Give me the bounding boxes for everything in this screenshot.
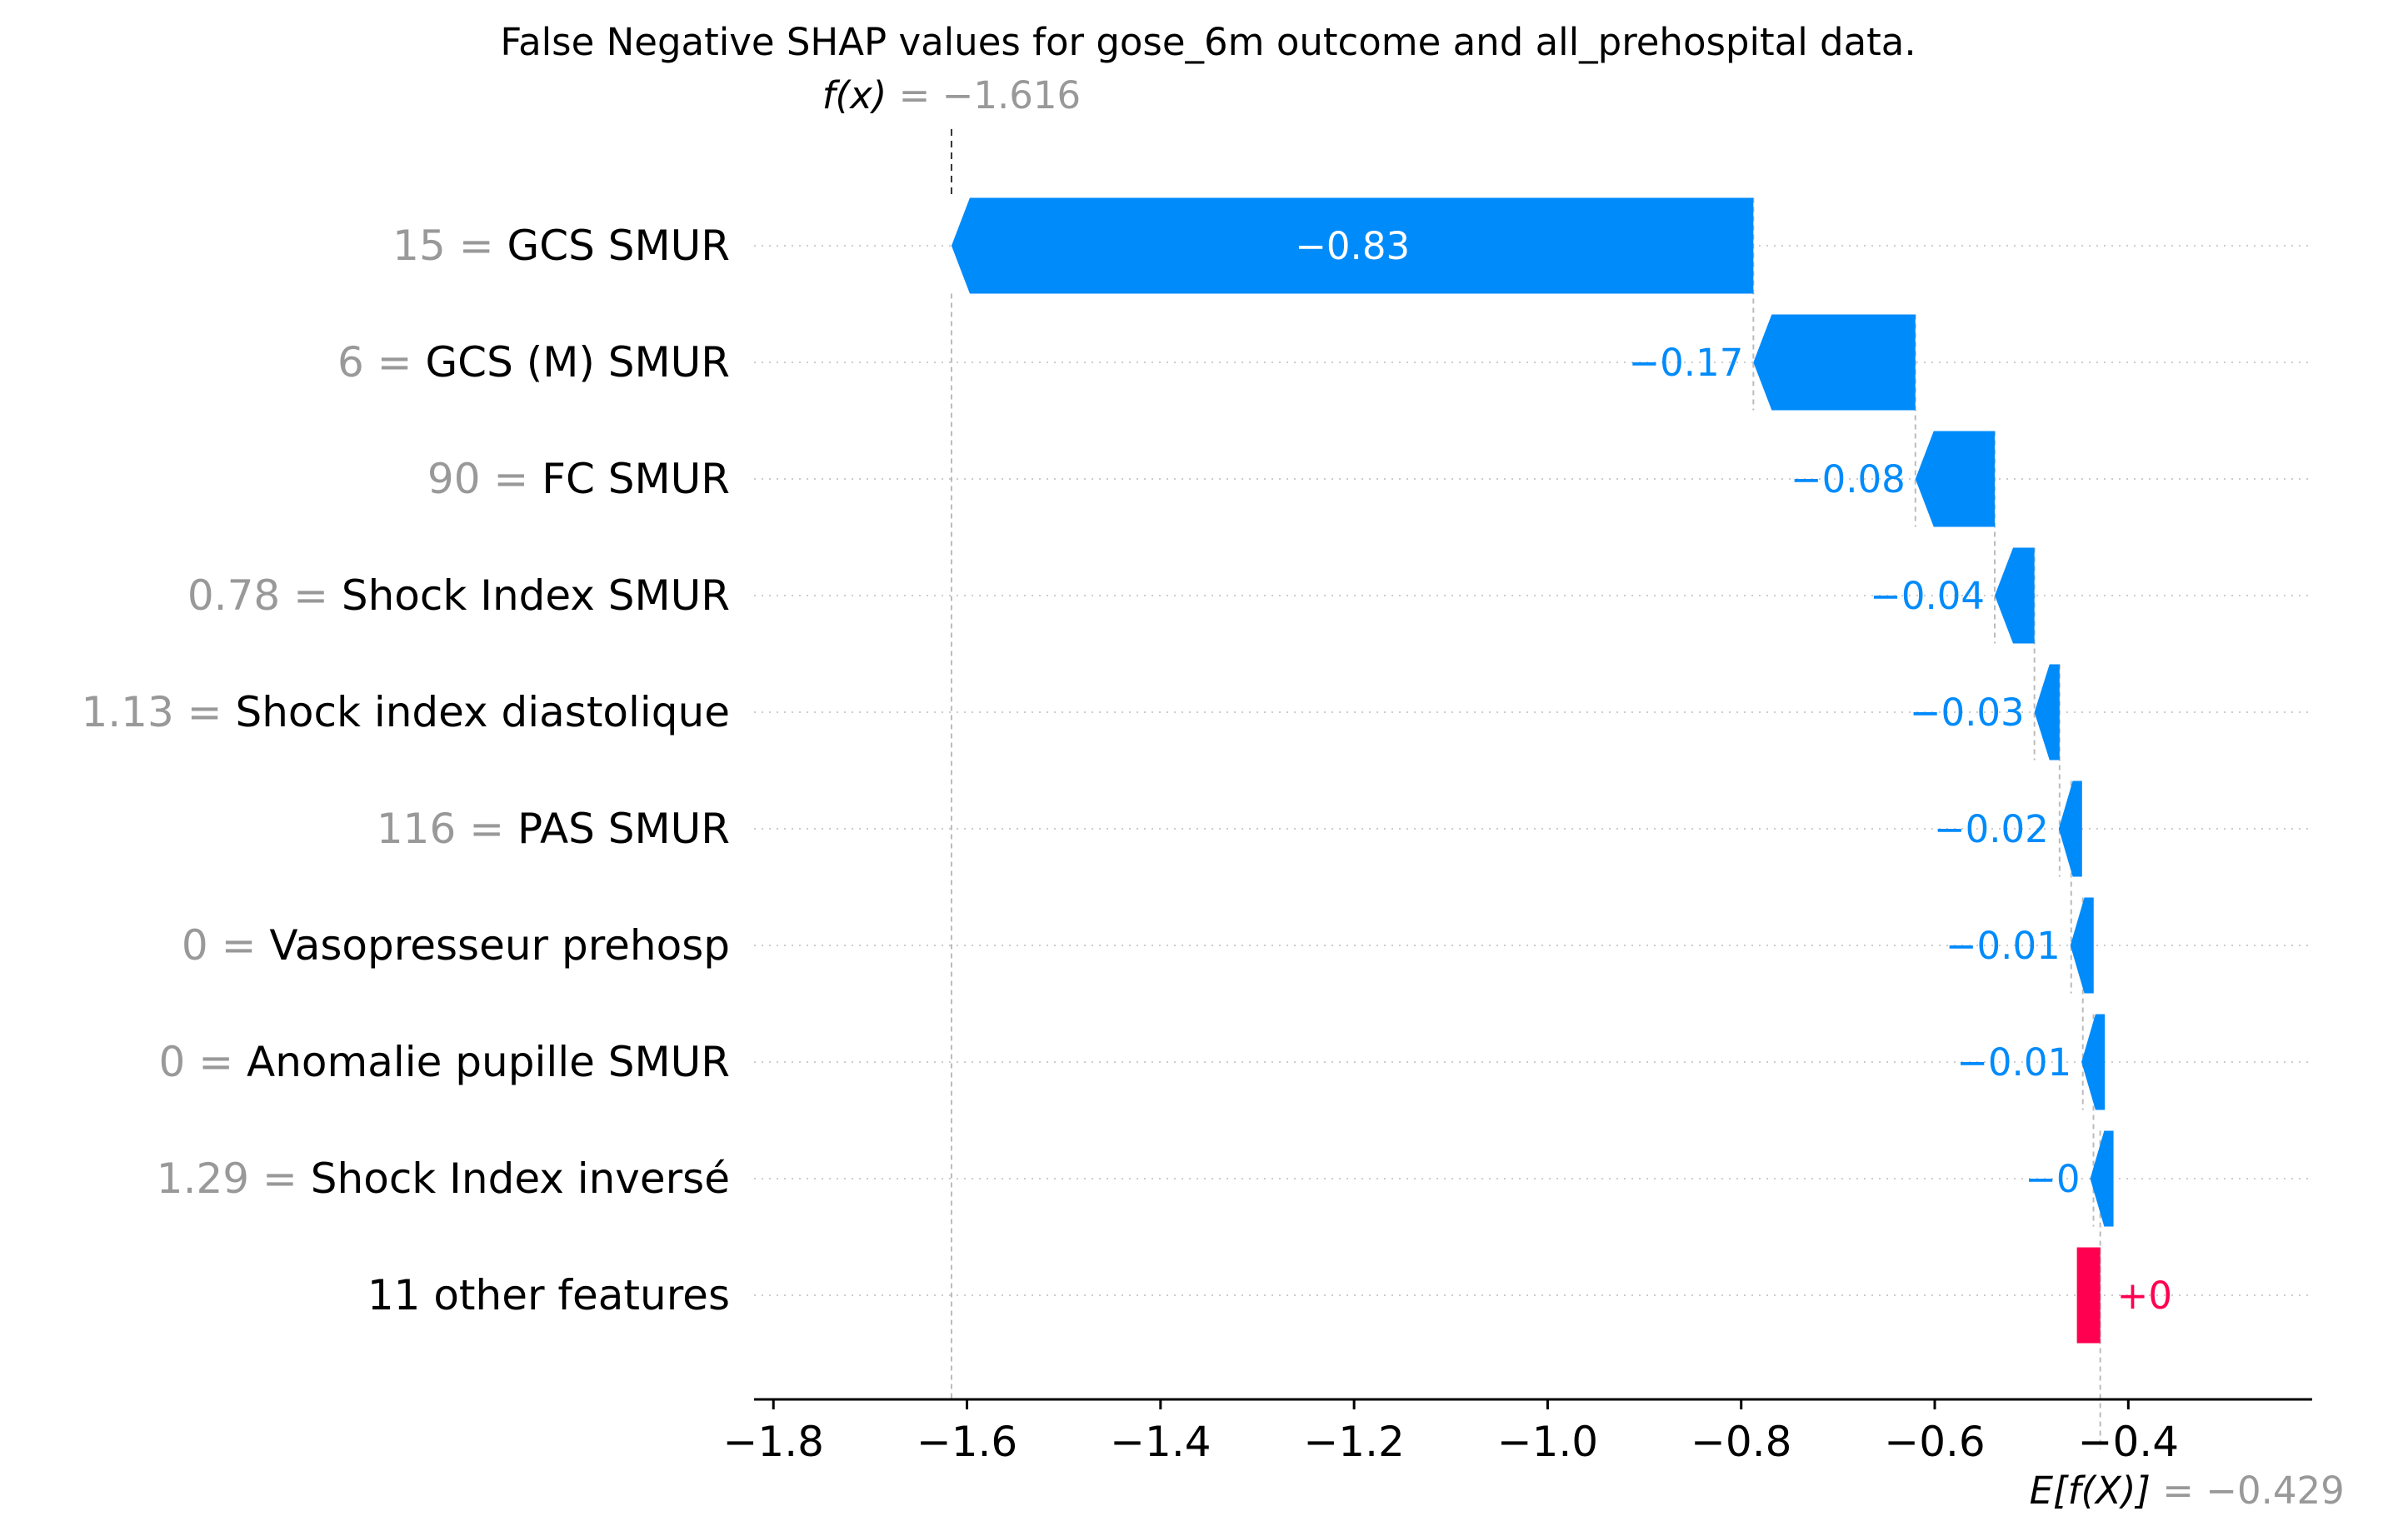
row-gridlines [754, 245, 2312, 1296]
bar-8 [2081, 1014, 2106, 1110]
feature-label: 6 = GCS (M) SMUR [337, 338, 730, 386]
bar-value-label: −0.03 [1910, 691, 2025, 735]
bar-6 [2058, 780, 2082, 877]
x-tick-label: −1.8 [723, 1418, 824, 1466]
x-tick-label: −1.6 [917, 1418, 1017, 1466]
bar-value-label: −0.02 [1934, 807, 2049, 851]
bars: −0.83 −0.17 −0.08 −0.04 −0.03 −0.02 −0.01 −0.01… [951, 197, 2172, 1344]
chart-title: False Negative SHAP values for gose_6m o… [500, 20, 1916, 64]
fx-annotation: f(x) = −1.616 [822, 73, 1081, 117]
feature-label: 116 = PAS SMUR [377, 805, 730, 853]
bar-3 [1915, 431, 1996, 527]
feature-label: 0 = Anomalie pupille SMUR [159, 1038, 730, 1086]
base-value-annotation: E[f(X)] = −0.429 [2030, 1469, 2345, 1513]
feature-label: 90 = FC SMUR [427, 455, 730, 503]
feature-label: 0.78 = Shock Index SMUR [187, 571, 730, 620]
bar-10 [2076, 1247, 2101, 1344]
bar-value-label: +0 [2117, 1274, 2172, 1318]
base-label: E[f(X)] = −0.429 [2030, 1469, 2345, 1513]
bar-1 [951, 197, 1754, 294]
x-axis: −1.8 −1.6 −1.4 −1.2 −1.0 −0.8 −0.6 −0.4 [723, 1398, 2312, 1466]
x-tick-label: −1.4 [1110, 1418, 1211, 1466]
feature-label: 15 = GCS SMUR [392, 222, 730, 270]
bar-value-label: −0.08 [1791, 457, 1906, 501]
bar-5 [2034, 664, 2060, 761]
bar-value-label: −0.01 [1946, 924, 2061, 968]
bar-7 [2070, 897, 2094, 994]
bar-4 [1995, 547, 2035, 644]
fx-label: f(x) = −1.616 [822, 73, 1081, 117]
connector-lines [950, 129, 2101, 1449]
bar-value-label: −0.04 [1870, 574, 1985, 618]
x-tick-label: −1.0 [1497, 1418, 1598, 1466]
bar-9 [2090, 1130, 2114, 1227]
x-tick-label: −0.6 [1884, 1418, 1985, 1466]
bar-2 [1753, 314, 1916, 411]
bar-value-label: −0 [2025, 1157, 2080, 1201]
feature-labels: 15 = GCS SMUR 6 = GCS (M) SMUR 90 = FC SMU… [81, 222, 730, 1319]
bar-value-label: −0.83 [1295, 224, 1410, 268]
bar-value-label: −0.17 [1628, 341, 1743, 385]
feature-label: 1.13 = Shock index diastolique [81, 688, 730, 736]
feature-label: 1.29 = Shock Index inversé [157, 1154, 730, 1203]
x-tick-label: −0.8 [1691, 1418, 1791, 1466]
x-tick-label: −1.2 [1303, 1418, 1404, 1466]
bar-value-label: −0.01 [1956, 1040, 2071, 1085]
x-tick-label: −0.4 [2078, 1418, 2179, 1466]
feature-label: 0 = Vasopresseur prehosp [182, 921, 730, 970]
feature-label: 11 other features [367, 1271, 730, 1319]
